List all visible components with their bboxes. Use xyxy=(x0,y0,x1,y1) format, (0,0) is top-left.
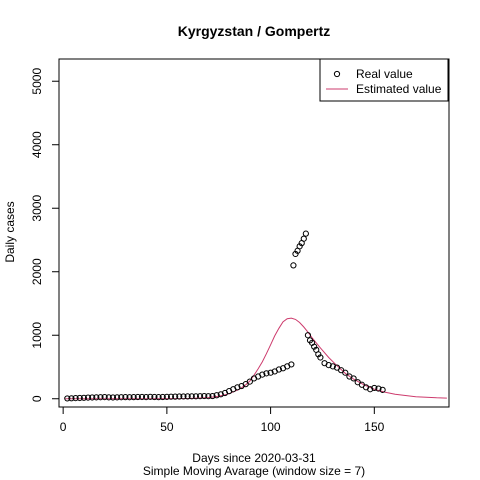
x-tick-label: 100 xyxy=(261,420,281,434)
real-value-point xyxy=(302,230,309,237)
real-value-point xyxy=(325,361,332,369)
y-tick-label: 4000 xyxy=(30,131,44,158)
real-value-point xyxy=(80,394,87,401)
real-value-point xyxy=(97,394,104,401)
legend-real-marker xyxy=(333,70,341,78)
real-value-point xyxy=(122,394,129,401)
y-tick-label: 1000 xyxy=(30,322,44,349)
real-value-point xyxy=(101,393,108,401)
real-value-point xyxy=(134,393,141,401)
real-value-point xyxy=(275,366,282,373)
legend-real-label: Real value xyxy=(356,67,413,81)
real-value-point xyxy=(209,392,216,400)
legend: Real value Estimated value xyxy=(319,58,449,102)
real-value-point xyxy=(151,393,158,401)
real-value-point xyxy=(184,393,191,400)
real-value-point xyxy=(367,386,374,393)
y-axis-label: Daily cases xyxy=(3,201,17,262)
real-value-point xyxy=(89,394,96,401)
legend-estimated-label: Estimated value xyxy=(356,82,442,96)
real-value-point xyxy=(246,378,253,385)
x-axis-sublabel: Simple Moving Avarage (window size = 7) xyxy=(143,464,365,478)
real-value-point xyxy=(196,393,204,400)
real-value-point xyxy=(76,394,83,402)
real-value-point xyxy=(234,384,241,391)
real-value-point xyxy=(113,394,121,401)
x-tick-label: 0 xyxy=(60,420,67,434)
real-value-point xyxy=(105,394,112,401)
real-value-point xyxy=(259,371,266,378)
real-value-point xyxy=(109,394,117,401)
real-value-point xyxy=(300,235,307,242)
y-tick-label: 3000 xyxy=(30,195,44,222)
real-value-point xyxy=(118,394,125,401)
real-value-point xyxy=(379,386,386,393)
real-value-point xyxy=(329,363,336,370)
real-value-point xyxy=(371,384,378,392)
real-value-point xyxy=(375,385,382,392)
real-value-point xyxy=(342,369,349,376)
real-value-point xyxy=(267,369,274,376)
real-series xyxy=(64,230,386,402)
plot-area xyxy=(58,58,450,408)
y-axis: 0 1000 2000 3000 4000 5000 xyxy=(30,68,59,402)
real-value-point xyxy=(172,393,179,400)
real-value-point xyxy=(192,393,200,400)
real-value-point xyxy=(138,393,146,401)
real-value-point xyxy=(84,394,92,401)
legend-box xyxy=(319,58,449,102)
x-tick-label: 150 xyxy=(364,420,384,434)
real-value-point xyxy=(147,393,154,400)
real-value-point xyxy=(163,393,170,400)
real-value-point xyxy=(143,393,150,401)
y-tick-label: 2000 xyxy=(30,258,44,285)
real-value-point xyxy=(201,392,208,400)
x-tick-label: 50 xyxy=(160,420,174,434)
real-value-point xyxy=(72,395,79,402)
plot-border xyxy=(58,58,450,408)
real-value-point xyxy=(188,393,195,400)
real-value-point xyxy=(155,394,162,401)
x-axis-label: Days since 2020-03-31 xyxy=(192,451,316,465)
real-value-point xyxy=(317,354,324,361)
real-value-point xyxy=(304,332,312,339)
real-value-point xyxy=(167,393,175,400)
real-value-point xyxy=(68,395,75,402)
real-value-point xyxy=(93,394,100,401)
real-value-point xyxy=(217,391,224,398)
real-value-point xyxy=(180,393,187,400)
chart-title: Kyrgyzstan / Gompertz xyxy=(178,23,330,39)
real-value-point xyxy=(130,394,137,401)
real-value-point xyxy=(290,262,297,269)
real-value-point xyxy=(213,392,220,399)
real-value-point xyxy=(288,361,295,368)
real-value-point xyxy=(64,395,71,402)
y-tick-label: 5000 xyxy=(30,68,44,95)
real-value-point xyxy=(205,393,212,400)
x-axis: 0 50 100 150 xyxy=(60,407,385,434)
real-value-point xyxy=(176,393,183,400)
real-value-point xyxy=(350,375,357,382)
y-tick-label: 0 xyxy=(30,395,44,402)
real-value-point xyxy=(159,393,166,401)
real-value-point xyxy=(263,370,270,377)
real-value-point xyxy=(126,394,133,401)
